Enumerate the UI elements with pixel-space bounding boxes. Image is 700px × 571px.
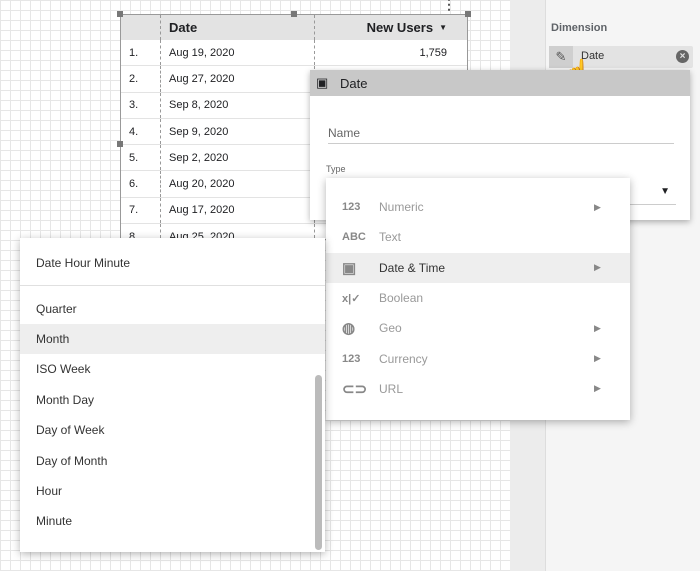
type-label: Type bbox=[326, 164, 346, 174]
globe-icon: ◍ bbox=[342, 320, 356, 338]
header-new-users[interactable]: New Users ▼ bbox=[314, 15, 467, 40]
table-row[interactable]: 1. Aug 19, 2020 1,759 bbox=[121, 40, 467, 67]
remove-icon[interactable]: × bbox=[676, 50, 689, 63]
type-item-numeric[interactable]: 123 Numeric ▶ bbox=[326, 192, 630, 222]
type-item-geo[interactable]: ◍ Geo ▶ bbox=[326, 313, 630, 343]
submenu-item-day-of-week[interactable]: Day of Week bbox=[36, 423, 105, 438]
type-item-url[interactable]: ⊂⊃ URL ▶ bbox=[326, 374, 630, 404]
dimension-chip[interactable]: ✎ Date × bbox=[549, 46, 693, 68]
chevron-right-icon: ▶ bbox=[594, 322, 601, 333]
type-item-text[interactable]: ABC Text bbox=[326, 222, 630, 252]
resize-handle[interactable] bbox=[117, 141, 123, 147]
type-item-date-time[interactable]: ▣ Date & Time ▶ bbox=[326, 252, 630, 283]
type-item-boolean[interactable]: x|✓ Boolean bbox=[326, 283, 630, 313]
chevron-right-icon: ▶ bbox=[594, 353, 601, 364]
resize-handle[interactable] bbox=[465, 11, 471, 17]
header-date[interactable]: Date bbox=[160, 15, 314, 40]
submenu-item-month-day[interactable]: Month Day bbox=[36, 392, 95, 407]
type-currency-icon: 123 bbox=[342, 352, 361, 365]
link-icon: ⊂⊃ bbox=[342, 380, 368, 398]
pencil-icon[interactable]: ✎ bbox=[549, 46, 573, 68]
submenu-item-quarter[interactable]: Quarter bbox=[36, 301, 77, 316]
dropdown-arrow-icon[interactable]: ▼ bbox=[660, 186, 670, 197]
scrollbar[interactable] bbox=[315, 375, 322, 550]
submenu-item-iso-week[interactable]: ISO Week bbox=[36, 362, 91, 377]
caret-down-icon: ▼ bbox=[439, 23, 447, 32]
type-item-currency[interactable]: 123 Currency ▶ bbox=[326, 343, 630, 373]
type-numeric-icon: 123 bbox=[342, 201, 361, 214]
name-input[interactable]: Name bbox=[328, 126, 674, 144]
calendar-icon: ▣ bbox=[316, 75, 329, 90]
submenu-item-minute[interactable]: Minute bbox=[36, 514, 73, 529]
date-time-submenu: Date Hour Minute Quarter Month ISO Week Mon… bbox=[20, 238, 325, 552]
chevron-right-icon: ▶ bbox=[594, 201, 601, 212]
table-row[interactable]: 8. Aug 25, 2020 bbox=[121, 224, 467, 239]
resize-handle[interactable] bbox=[117, 11, 123, 17]
submenu-item-hour[interactable]: Hour bbox=[36, 483, 63, 498]
submenu-item-day-of-month[interactable]: Day of Month bbox=[36, 453, 108, 468]
submenu-item-date-hour-minute[interactable]: Date Hour Minute bbox=[36, 256, 131, 271]
dimension-label: Dimension bbox=[551, 22, 608, 34]
chevron-right-icon: ▶ bbox=[594, 383, 601, 394]
calendar-icon: ▣ bbox=[342, 259, 357, 277]
resize-handle[interactable] bbox=[291, 11, 297, 17]
type-text-icon: ABC bbox=[342, 231, 366, 244]
submenu-item-month[interactable]: Month bbox=[20, 323, 325, 355]
type-boolean-icon: x|✓ bbox=[342, 292, 361, 305]
table-header: Date New Users ▼ bbox=[121, 15, 467, 40]
dialog-header: ▣ Date bbox=[310, 70, 690, 96]
more-options-icon[interactable]: ⋮ bbox=[442, 0, 456, 12]
type-menu: 123 Numeric ▶ ABC Text ▣ Date & Time ▶ x|✓ Boolea… bbox=[326, 178, 630, 420]
chevron-right-icon: ▶ bbox=[594, 262, 601, 273]
